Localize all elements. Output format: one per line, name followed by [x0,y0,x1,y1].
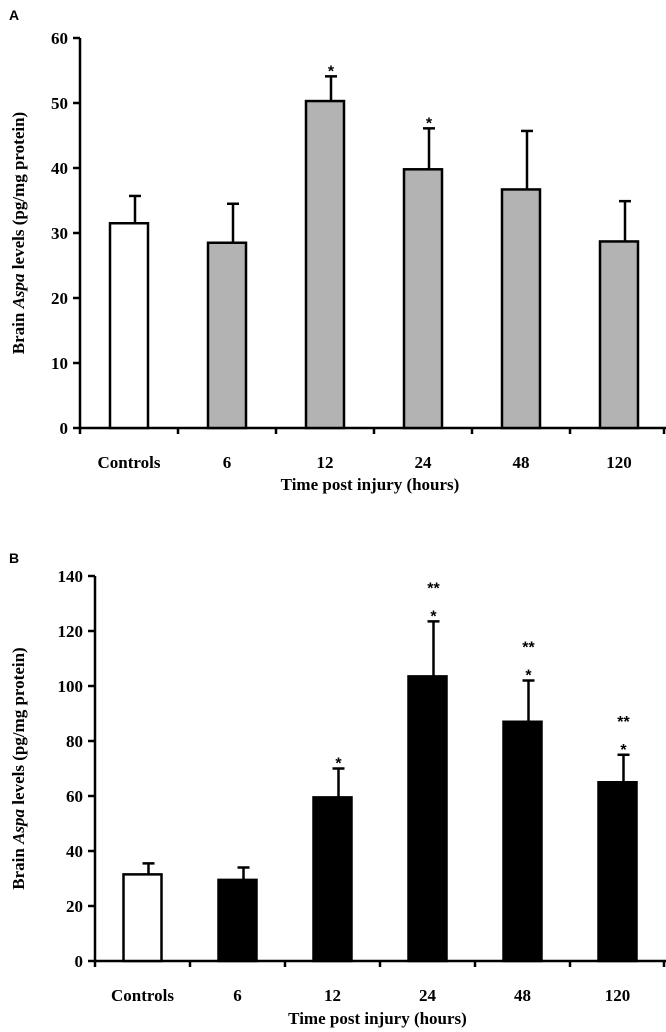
y-tick-label: 80 [66,732,83,751]
x-tick-label: 6 [223,453,232,472]
x-tick-label: 48 [513,453,530,472]
bar [402,168,444,430]
bar [598,240,640,430]
significance-marker: * [328,63,335,80]
significance-marker: * [620,742,627,759]
x-tick-label: 12 [317,453,334,472]
significance-marker: * [426,115,433,132]
bar [502,720,543,963]
y-tick-label: 40 [66,842,83,861]
y-tick-label: 30 [51,224,68,243]
y-tick-label: 0 [60,419,69,438]
x-tick-label: Controls [111,986,174,1005]
x-tick-label: Controls [98,453,161,472]
bar [217,878,258,963]
x-axis-title: Time post injury (hours) [288,1009,467,1028]
significance-marker: ** [427,580,440,597]
y-tick-label: 10 [51,354,68,373]
bar [597,781,638,963]
x-tick-label: 120 [605,986,631,1005]
bar [312,796,353,963]
bar [206,241,248,430]
x-tick-label: 24 [419,986,437,1005]
y-axis-title: Brain Aspa levels (pg/mg protein) [9,112,28,354]
significance-marker: * [430,608,437,625]
bar [407,675,448,963]
panel-letter: B [9,550,19,566]
x-axis-title: Time post injury (hours) [281,475,460,494]
y-tick-label: 0 [75,952,84,971]
panel-letter: A [9,7,19,23]
significance-marker: ** [617,714,630,731]
y-tick-label: 120 [58,622,84,641]
y-axis-title: Brain Aspa levels (pg/mg protein) [9,647,28,889]
y-tick-label: 100 [58,677,84,696]
y-tick-label: 50 [51,94,68,113]
y-tick-label: 40 [51,159,68,178]
significance-marker: ** [522,640,535,657]
y-tick-label: 60 [66,787,83,806]
x-tick-label: 12 [324,986,341,1005]
y-tick-label: 20 [66,897,83,916]
y-tick-label: 20 [51,289,68,308]
significance-marker: * [525,668,532,685]
x-tick-label: 24 [415,453,433,472]
y-tick-label: 60 [51,29,68,48]
bar [108,222,150,430]
y-tick-label: 140 [58,567,84,586]
panel-a: A 0 10 20 30 40 50 60 Controls 6 12 * 24 * 48 120 Time p… [9,7,666,494]
bar [304,99,346,430]
bar [122,873,163,963]
significance-marker: * [335,756,342,773]
x-tick-label: 6 [233,986,242,1005]
bar [500,188,542,430]
x-tick-label: 48 [514,986,531,1005]
x-tick-label: 120 [606,453,632,472]
